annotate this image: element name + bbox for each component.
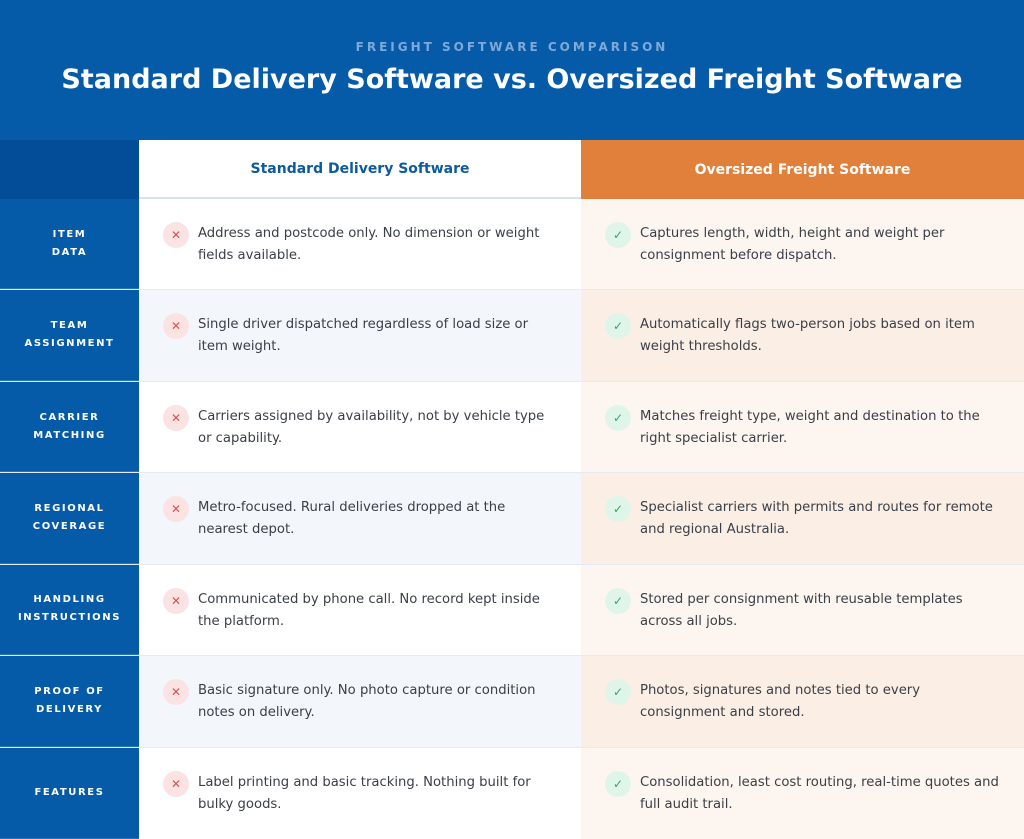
checkmark-icon: ✓ bbox=[605, 313, 631, 340]
x-mark-icon: ✕ bbox=[163, 496, 189, 523]
row-label: TEAM ASSIGNMENT bbox=[0, 290, 139, 381]
table-row: HANDLING INSTRUCTIONS ✕ Communicated by ph… bbox=[0, 564, 1024, 657]
row-label: REGIONAL COVERAGE bbox=[0, 473, 139, 564]
cell-text-oversized: Matches freight type, weight and destina… bbox=[640, 408, 980, 446]
checkmark-icon: ✓ bbox=[605, 679, 631, 706]
table-body: ITEM DATA ✕ Address and postcode only. No … bbox=[0, 199, 1024, 839]
checkmark-icon: ✓ bbox=[605, 770, 631, 797]
cell-standard: ✕ Label printing and basic tracking. Noth… bbox=[139, 747, 581, 839]
x-mark-icon: ✕ bbox=[163, 313, 189, 340]
row-label: FEATURES bbox=[0, 747, 139, 839]
cell-text-standard: Label printing and basic tracking. Nothi… bbox=[198, 774, 531, 812]
cell-text-oversized: Specialist carriers with permits and rou… bbox=[640, 500, 993, 538]
cell-text-standard: Carriers assigned by availability, not b… bbox=[198, 408, 545, 446]
checkmark-icon: ✓ bbox=[605, 496, 631, 523]
cell-text-standard: Metro-focused. Rural deliveries dropped … bbox=[198, 500, 506, 538]
row-label: ITEM DATA bbox=[0, 199, 139, 290]
x-mark-icon: ✕ bbox=[163, 222, 189, 248]
table-row: CARRIER MATCHING ✕ Carriers assigned by av… bbox=[0, 381, 1024, 474]
x-mark-icon: ✕ bbox=[163, 679, 189, 706]
cell-text-oversized: Photos, signatures and notes tied to eve… bbox=[640, 683, 921, 721]
cell-standard: ✕ Address and postcode only. No dimension… bbox=[139, 199, 581, 290]
x-mark-icon: ✕ bbox=[163, 587, 189, 614]
page-header: FREIGHT SOFTWARE COMPARISON Standard Del… bbox=[0, 0, 1024, 140]
x-mark-icon: ✕ bbox=[163, 404, 189, 431]
cell-standard: ✕ Carriers assigned by availability, not … bbox=[139, 381, 581, 473]
table-row: ITEM DATA ✕ Address and postcode only. No … bbox=[0, 199, 1024, 291]
cell-oversized: ✓ Photos, signatures and notes tied to ev… bbox=[581, 656, 1024, 747]
checkmark-icon: ✓ bbox=[605, 587, 631, 614]
checkmark-icon: ✓ bbox=[605, 404, 631, 431]
cell-oversized: ✓ Specialist carriers with permits and ro… bbox=[581, 473, 1024, 564]
cell-oversized: ✓ Matches freight type, weight and destin… bbox=[581, 381, 1024, 473]
cell-text-standard: Address and postcode only. No dimension … bbox=[198, 226, 540, 263]
cell-text-oversized: Automatically flags two-person jobs base… bbox=[640, 317, 975, 355]
checkmark-icon: ✓ bbox=[605, 222, 631, 248]
cell-standard: ✕ Metro-focused. Rural deliveries dropped… bbox=[139, 473, 581, 564]
table-header-row: Standard Delivery Software Oversized Fre… bbox=[0, 140, 1024, 199]
eyebrow-label: FREIGHT SOFTWARE COMPARISON bbox=[355, 40, 669, 54]
cell-oversized: ✓ Automatically flags two-person jobs bas… bbox=[581, 290, 1024, 381]
table-row: TEAM ASSIGNMENT ✕ Single driver dispatched… bbox=[0, 290, 1024, 382]
table-header-corner bbox=[0, 140, 139, 199]
column-header-standard: Standard Delivery Software bbox=[139, 140, 581, 199]
row-label: CARRIER MATCHING bbox=[0, 381, 139, 473]
cell-text-standard: Basic signature only. No photo capture o… bbox=[198, 683, 536, 721]
row-label: PROOF OF DELIVERY bbox=[0, 656, 139, 747]
cell-text-oversized: Stored per consignment with reusable tem… bbox=[640, 591, 963, 629]
cell-text-oversized: Consolidation, least cost routing, real-… bbox=[640, 774, 999, 812]
cell-text-standard: Single driver dispatched regardless of l… bbox=[198, 317, 529, 355]
cell-text-oversized: Captures length, width, height and weigh… bbox=[640, 226, 945, 263]
table-row: FEATURES ✕ Label printing and basic tracki… bbox=[0, 747, 1024, 839]
row-label: HANDLING INSTRUCTIONS bbox=[0, 564, 139, 656]
table-row: REGIONAL COVERAGE ✕ Metro-focused. Rural d… bbox=[0, 473, 1024, 565]
page-title: Standard Delivery Software vs. Oversized… bbox=[61, 64, 963, 95]
column-header-oversized: Oversized Freight Software bbox=[581, 140, 1024, 199]
table-row: PROOF OF DELIVERY ✕ Basic signature only. … bbox=[0, 656, 1024, 748]
cell-text-standard: Communicated by phone call. No record ke… bbox=[198, 591, 540, 629]
cell-oversized: ✓ Consolidation, least cost routing, real… bbox=[581, 747, 1024, 839]
cell-standard: ✕ Communicated by phone call. No record k… bbox=[139, 564, 581, 656]
cell-standard: ✕ Single driver dispatched regardless of … bbox=[139, 290, 581, 381]
cell-oversized: ✓ Stored per consignment with reusable te… bbox=[581, 564, 1024, 656]
comparison-table: Standard Delivery Software Oversized Fre… bbox=[0, 140, 1024, 839]
x-mark-icon: ✕ bbox=[163, 770, 189, 797]
cell-standard: ✕ Basic signature only. No photo capture … bbox=[139, 656, 581, 747]
cell-oversized: ✓ Captures length, width, height and weig… bbox=[581, 199, 1024, 290]
